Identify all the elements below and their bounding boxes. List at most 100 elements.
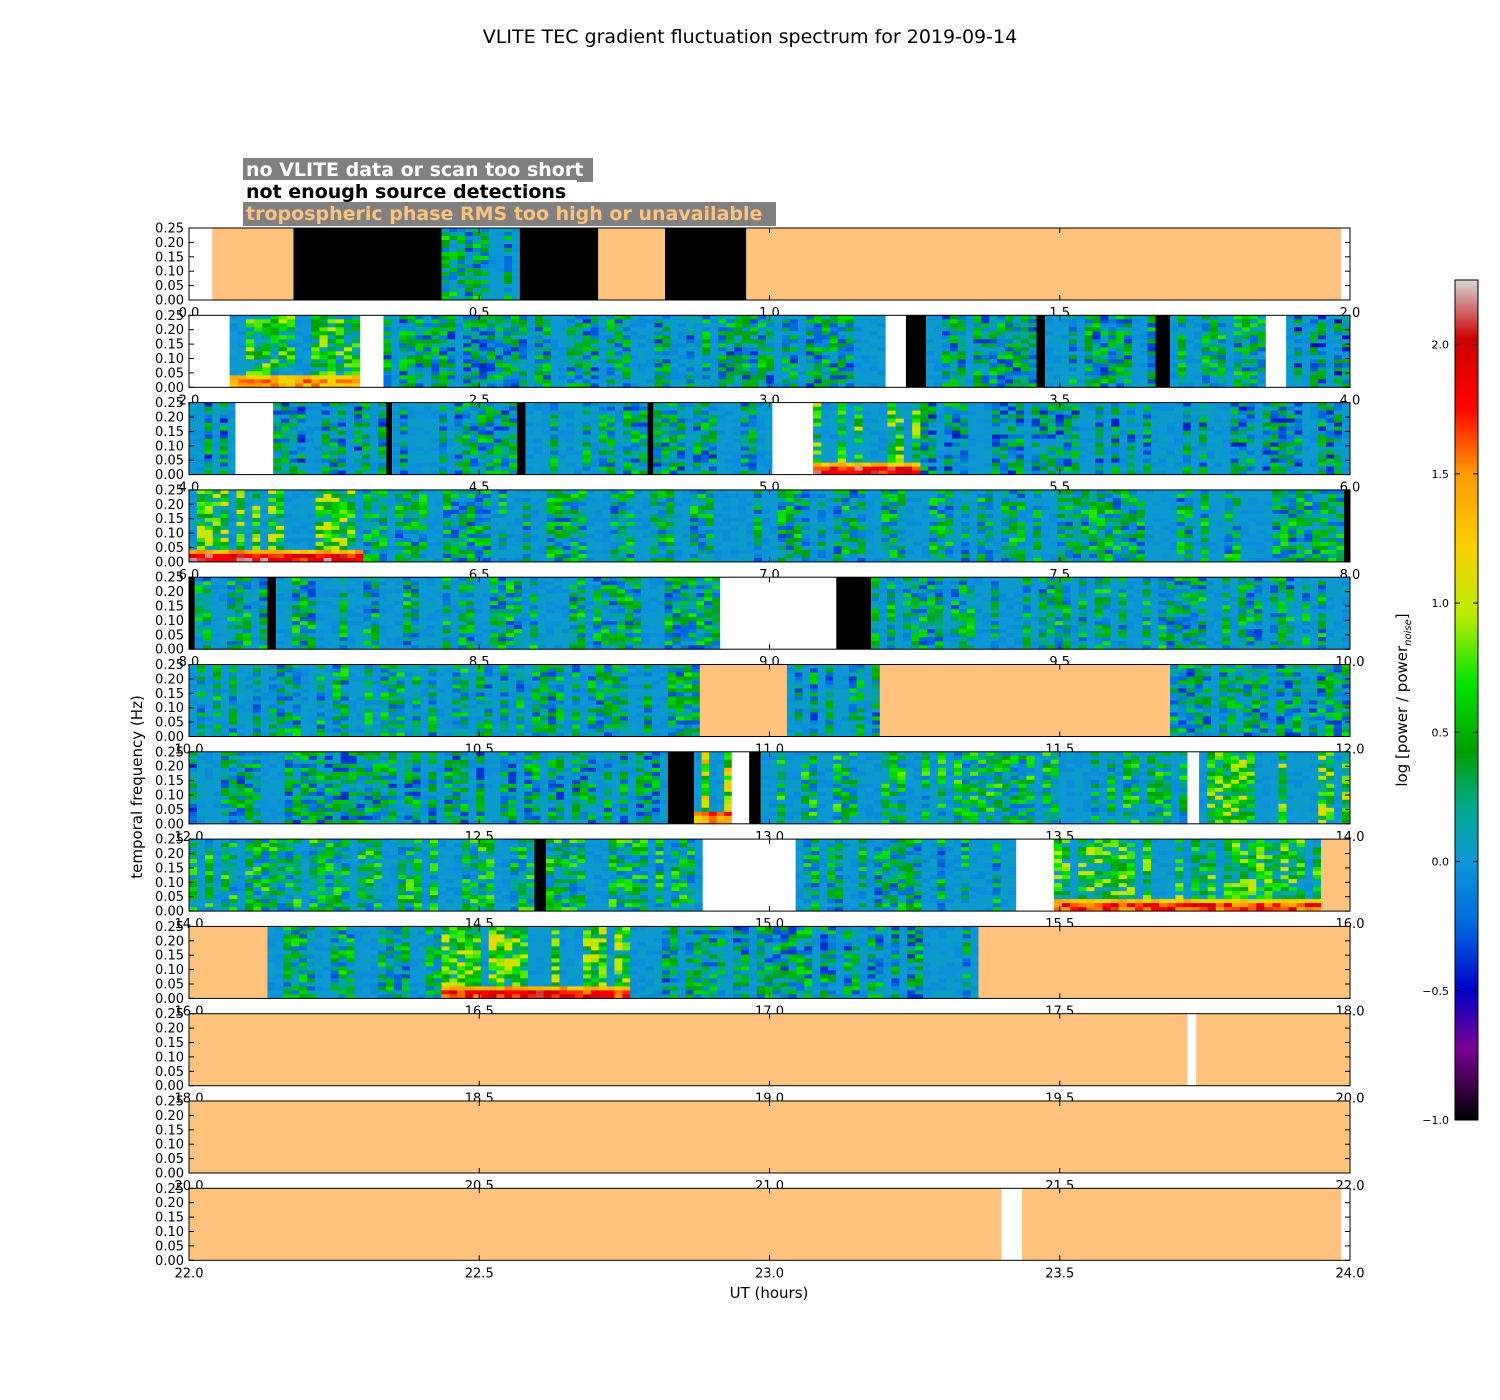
heat-cell [526,331,536,336]
heat-cell [1131,339,1141,344]
heat-cell [708,450,718,455]
heat-cell [399,402,409,407]
heat-cell [1007,434,1017,439]
heat-cell [758,363,767,368]
heat-cell [941,351,951,356]
heat-cell [503,331,512,336]
heat-cell [391,371,400,376]
heat-cell [438,422,448,427]
heat-cell [926,371,935,376]
heat-cell [944,458,953,463]
heat-cell [1193,343,1203,348]
heat-cell [623,402,632,407]
heat-cell [415,462,424,467]
heat-cell [431,422,440,427]
heat-cell [237,331,247,336]
heat-cell [281,414,290,419]
heat-cell [766,339,775,344]
heat-cell [431,430,440,435]
heat-cell [1147,335,1156,340]
heat-cell [1241,355,1251,360]
heat-cell [518,335,528,340]
heat-cell [726,343,735,348]
heat-cell [912,430,921,435]
heat-cell [352,331,361,336]
heat-cell [1230,406,1240,411]
heat-cell [999,422,1009,427]
heat-cell [1318,438,1327,443]
heat-cell [1217,339,1227,344]
heat-cell [869,355,879,360]
heat-cell [952,402,961,407]
heat-cell [518,371,528,376]
heat-cell [327,379,337,384]
heat-cell [758,315,767,320]
heat-cell [654,315,663,320]
heat-cell [789,383,799,388]
heat-cell [415,371,424,376]
heat-cell [623,418,632,423]
heat-cell [750,319,759,324]
heat-cell [590,315,600,320]
heat-cell [590,466,600,471]
heat-cell [319,331,328,336]
heat-cell [1039,450,1049,455]
heat-cell [1119,430,1128,435]
heat-cell [877,367,886,372]
heat-cell [1190,466,1200,471]
heat-cell [1047,434,1057,439]
heat-cell [510,323,520,328]
heat-cell [1209,375,1219,380]
heat-cell [941,367,951,372]
heat-cell [245,315,255,320]
heat-cell [550,363,560,368]
heat-cell [1278,454,1287,459]
heat-cell [877,379,886,384]
heat-cell [227,402,236,407]
heat-cell [407,339,416,344]
heat-cell [1015,430,1025,435]
heat-cell [853,343,863,348]
heat-cell [726,371,735,376]
heat-cell [590,343,600,348]
heat-cell [1087,454,1096,459]
heat-cell [1178,343,1187,348]
heat-cell [1222,418,1232,423]
heat-cell [487,343,496,348]
heat-cell [495,347,504,352]
heat-cell [550,343,560,348]
heat-cell [1079,418,1088,423]
heat-cell [1262,470,1271,475]
heat-cell [661,438,670,443]
heat-cell [399,410,409,415]
heat-cell [813,442,822,447]
heat-cell [724,446,734,451]
heat-cell [1233,363,1243,368]
heat-cell [1246,402,1255,407]
heat-cell [566,339,576,344]
heat-cell [957,347,967,352]
heat-cell [446,402,455,407]
heat-cell [1182,446,1192,451]
heat-cell [504,228,513,233]
heat-cell [615,410,624,415]
heat-cell [623,466,632,471]
heat-cell [726,335,735,340]
heat-cell [1045,383,1054,388]
heat-cell [1254,414,1263,419]
heat-cell [477,410,487,415]
heat-cell [590,371,600,376]
y-tick-label: 0.20 [155,236,184,251]
heat-cell [485,430,494,435]
heat-cell [441,272,450,277]
heat-cell [1241,367,1251,372]
heat-cell [1318,331,1327,336]
heat-cell [829,426,839,431]
heat-cell [488,292,497,297]
heat-cell [550,422,559,427]
heat-cell [327,331,337,336]
heat-cell [477,406,487,411]
heat-cell [496,280,505,285]
heat-cell [558,462,567,467]
heat-cell [646,319,655,324]
